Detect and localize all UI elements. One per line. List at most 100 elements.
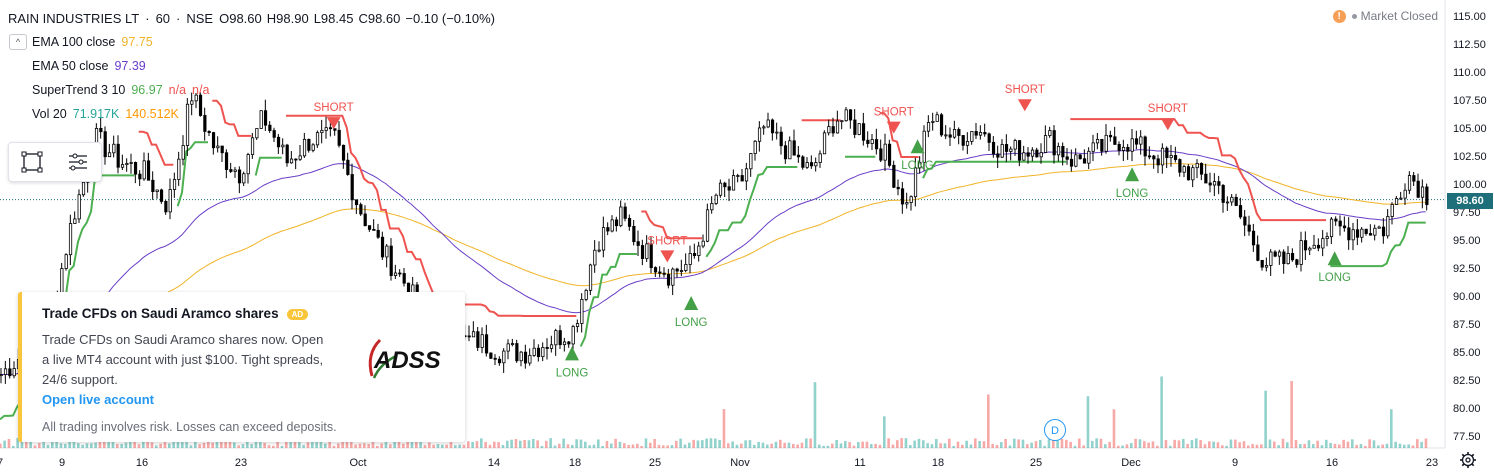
candle-body [64,254,68,269]
candle-body [194,94,198,102]
candle-body [744,168,749,182]
candle-body [1100,138,1104,152]
time-tick-label: 9 [59,457,65,469]
candle-body [931,121,935,123]
candle-body [879,148,883,161]
rectangle-tool-icon[interactable] [17,147,47,177]
candle-body [471,331,476,338]
warning-icon[interactable]: ! [1332,9,1346,23]
candle-body [1017,140,1022,161]
volume-bar [519,440,522,448]
volume-bar [1143,441,1146,448]
candle-body [636,241,640,246]
candle-body [233,169,237,172]
volume-bar [605,441,609,448]
volume-bar [1229,439,1233,448]
volume-bar [1130,443,1133,448]
candle-body [1260,259,1264,268]
volume-bar [857,442,860,448]
volume-bar [796,444,799,448]
candle-body [497,358,502,364]
volume-bar [813,382,817,448]
candle-body [1399,197,1403,200]
candle-body [1221,185,1225,203]
collapse-legend-button[interactable]: ^ [9,34,27,50]
volume-bar [1104,444,1107,448]
candle-body [1104,134,1108,152]
candle-body [666,273,671,286]
candle-body [207,131,211,133]
indicator-legend-row[interactable]: SuperTrend 3 10 96.97 n/a n/a [8,78,506,102]
candle-body [1069,158,1074,167]
candle-body [1360,228,1364,238]
volume-bar [1242,441,1246,448]
volume-bar [354,444,357,448]
indicator-legend-row[interactable]: EMA 100 close 97.75 [8,30,506,54]
candle-body [1191,167,1195,181]
supertrend-line [212,99,252,137]
volume-bar [1013,438,1016,448]
indicator-name: EMA 100 close [32,35,116,49]
ema100-line [0,162,1426,376]
volume-bar [757,441,760,448]
candle-body [8,368,12,377]
candle-body [632,225,636,243]
candle-body [1394,198,1399,205]
volume-bar [0,443,2,448]
volume-bar [1147,442,1150,448]
candle-body [393,272,398,276]
volume-bar [137,444,141,448]
volume-bar [1268,439,1272,448]
volume-bar [514,439,518,448]
volume-bar [592,444,596,448]
volume-bar [1251,444,1254,448]
volume-bar [1134,438,1137,448]
candle-body [571,326,575,345]
volume-bar [406,439,409,448]
candle-body [1082,158,1087,164]
volume-bar [81,444,84,448]
candle-body [519,351,523,362]
volume-bar [545,440,548,448]
candle-body [796,154,801,158]
volume-bar [1234,439,1237,448]
indicator-legend-row[interactable]: EMA 50 close 97.39 [8,54,506,78]
candle-body [541,347,545,358]
gear-icon[interactable] [1459,451,1477,469]
lines-settings-icon[interactable] [63,147,93,177]
volume-bar [601,445,604,448]
indicator-legend-row[interactable]: Vol 20 71.917K 140.512K [8,102,506,126]
candle-body [987,133,991,143]
candle-body [190,100,194,105]
volume-bar [952,445,955,448]
ad-title: Trade CFDs on Saudi Aramco shares [42,306,279,321]
volume-bar [155,445,158,448]
volume-bar [709,438,713,448]
volume-bar [1125,444,1129,448]
volume-bar [1238,442,1241,448]
volume-bar [1342,439,1345,448]
open-live-account-link[interactable]: Open live account [42,392,154,407]
volume-bar [844,441,847,448]
candle-body [68,223,73,256]
ad-banner[interactable]: Trade CFDs on Saudi Aramco shares AD Trad… [18,292,465,442]
symbol-name[interactable]: RAIN INDUSTRIES LT [8,10,140,26]
candle-body [710,203,714,211]
candle-body [1152,155,1156,160]
interval[interactable]: 60 [155,10,171,26]
time-tick-label: 18 [932,457,944,469]
volume-bar [1411,445,1415,448]
volume-bar [107,440,110,448]
candle-body [727,186,731,191]
volume-bar [501,445,505,448]
candle-body [900,188,905,205]
dividend-marker[interactable]: D [1044,419,1066,441]
volume-bar [272,445,275,448]
volume-bar [259,440,262,448]
volume-bar [956,441,960,448]
candle-body [1048,130,1052,137]
adss-logo-text: ADSS [373,347,441,374]
volume-bar [822,445,825,448]
volume-bar [497,442,500,448]
candle-body [1269,251,1273,266]
